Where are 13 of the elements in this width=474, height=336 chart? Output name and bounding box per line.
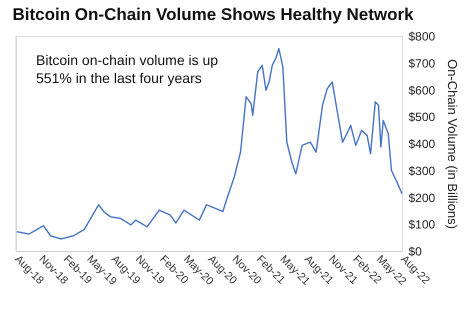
y-tick-label: $500 [408,110,436,124]
y-tick-label: $800 [408,30,436,44]
y-tick-label: $700 [408,56,436,70]
line-series [16,48,403,240]
y-tick-label: $400 [408,137,436,151]
y-tick-label: $100 [408,218,436,232]
annotation: Bitcoin on-chain volume is up 551% in the last four years [36,52,218,86]
y-tick-label: $0 [408,244,422,258]
y-tick-label: $200 [408,190,436,205]
chart-title: Bitcoin On-Chain Volume Shows Healthy Network [12,5,414,24]
y-tick-label: $300 [408,164,436,178]
y-axis-title: On-Chain Volume (in Billions) [445,59,460,229]
y-tick-label: $600 [408,83,436,98]
